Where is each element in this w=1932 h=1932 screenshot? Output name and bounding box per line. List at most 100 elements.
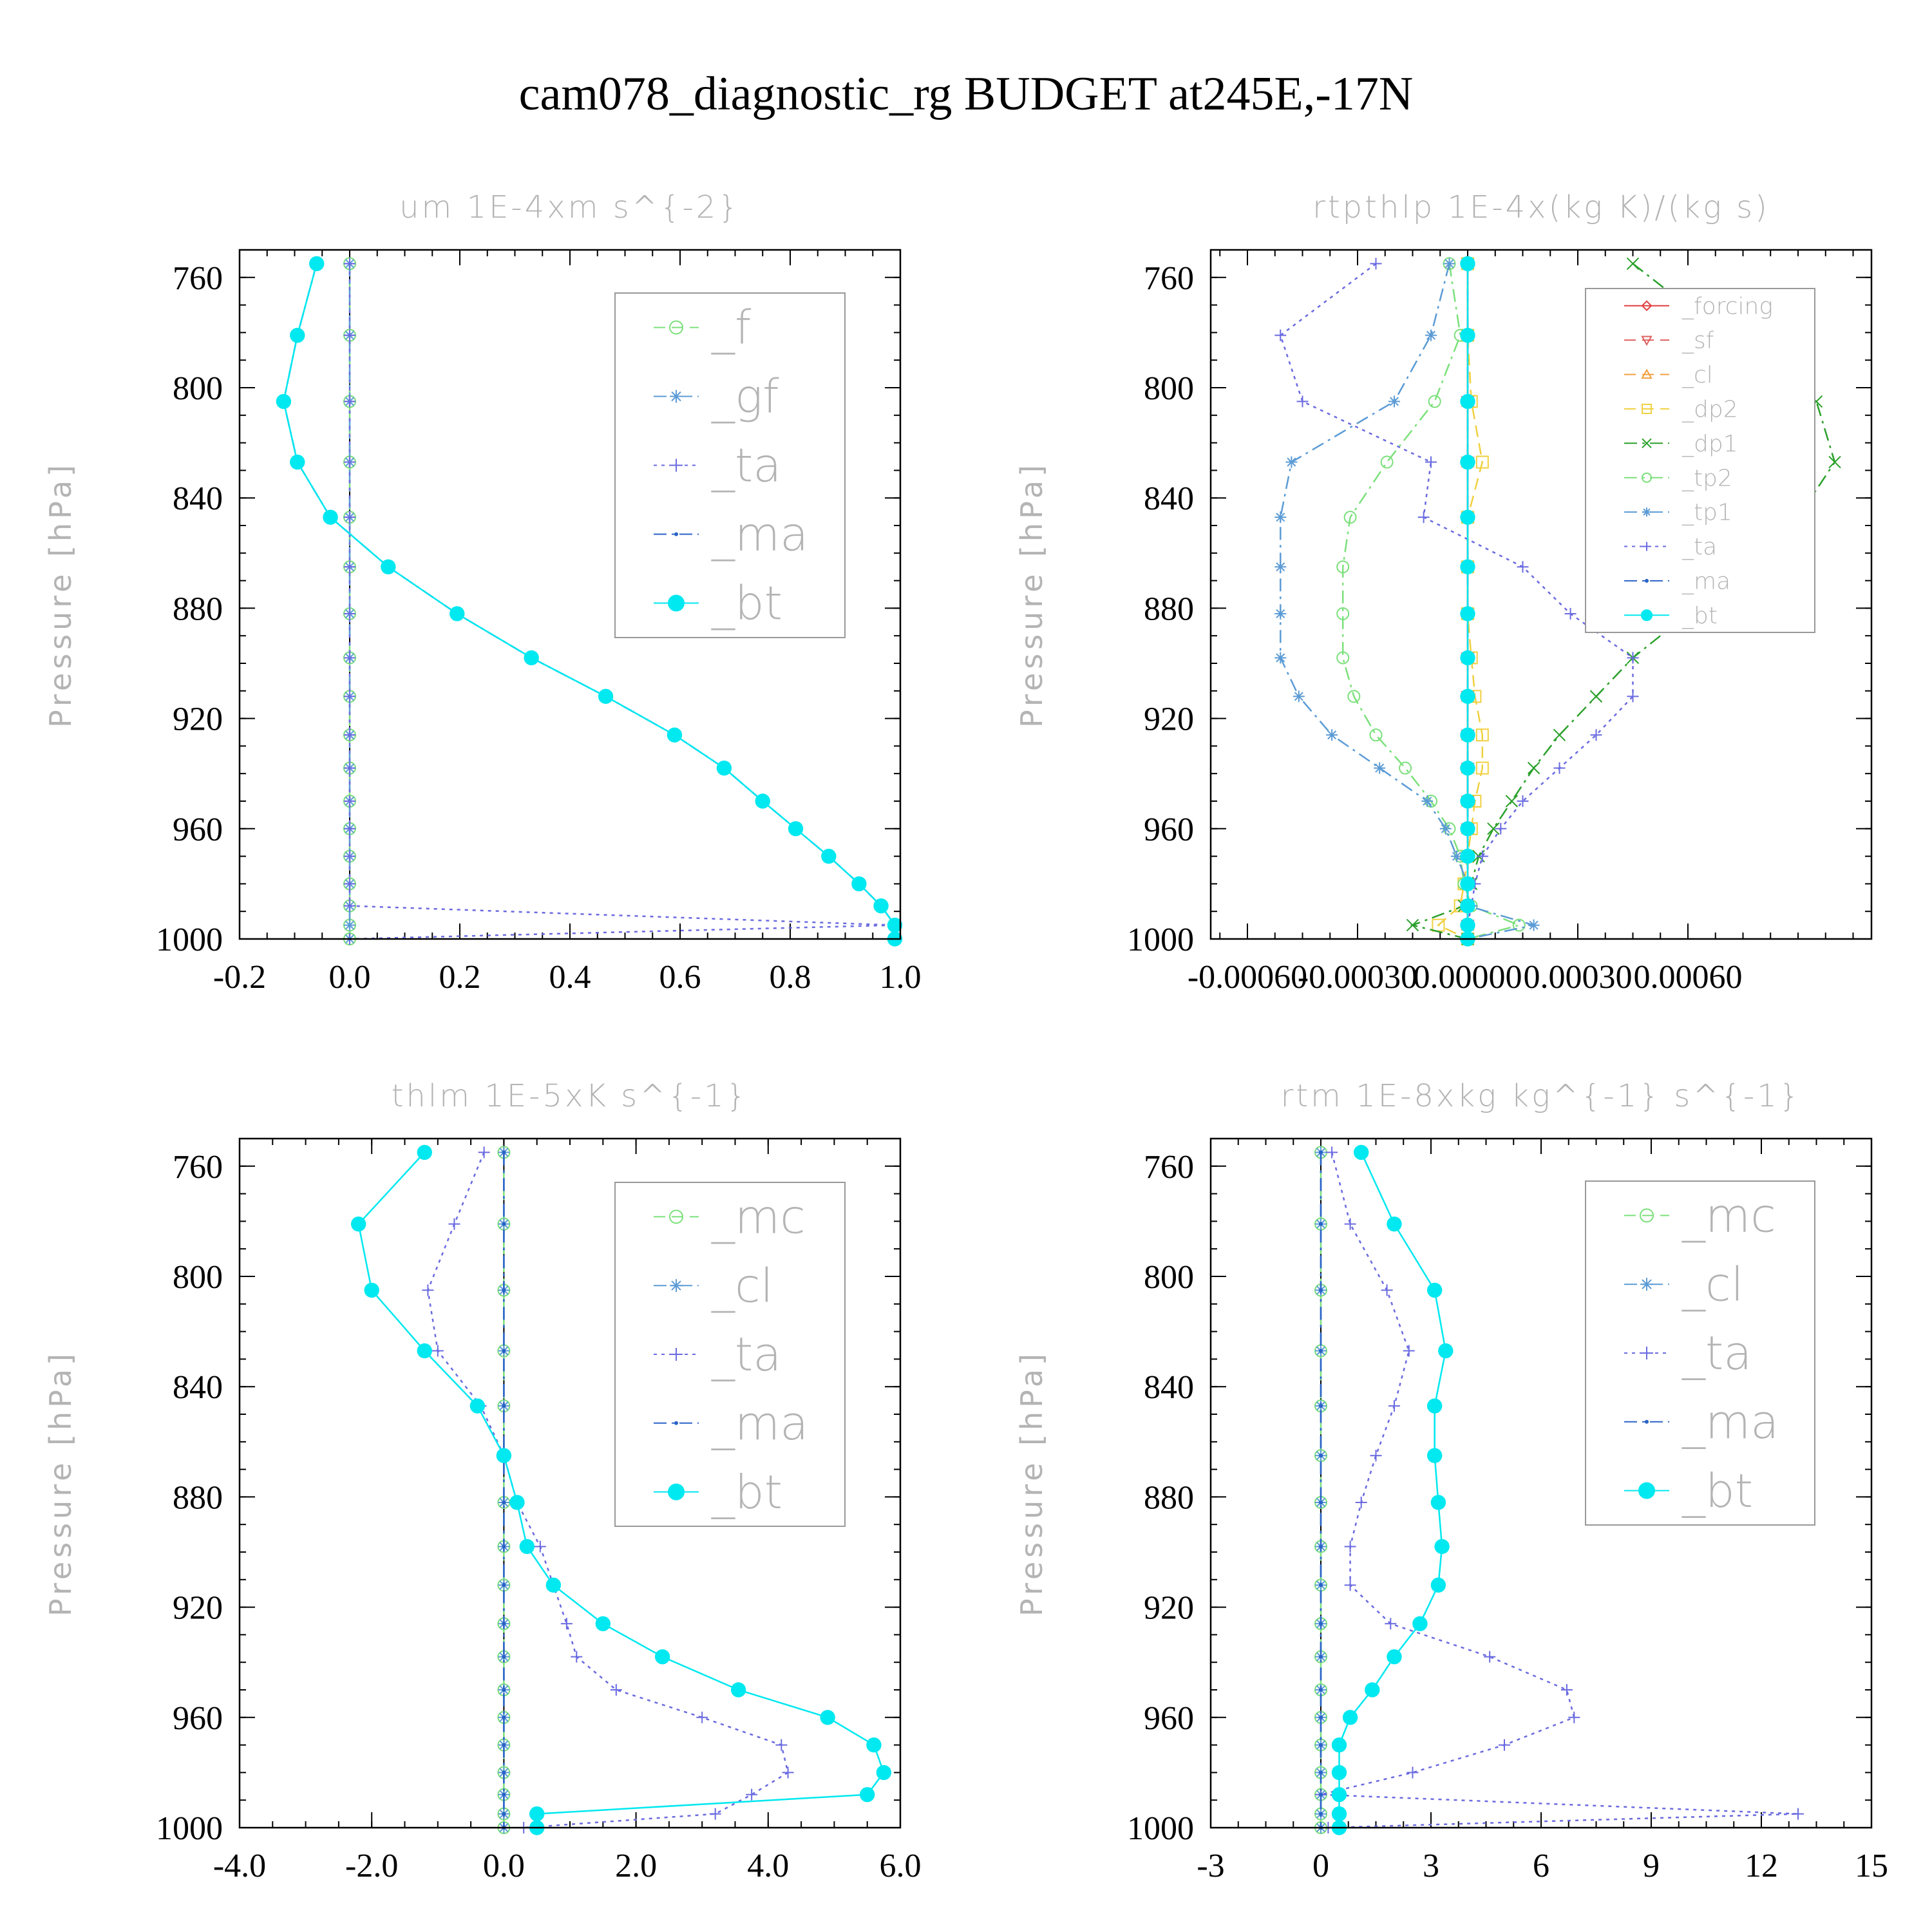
- data-point: [1319, 1583, 1323, 1587]
- legend-item: _bt: [1624, 603, 1718, 629]
- data-point: [709, 1808, 721, 1820]
- legend-label: _mc: [1681, 1189, 1776, 1243]
- data-point: [1460, 454, 1475, 470]
- data-point: [1347, 690, 1361, 703]
- series-line: [1338, 1151, 1447, 1828]
- data-point: [851, 876, 867, 892]
- data-point: [716, 760, 732, 776]
- x-tick-label: 1.0: [880, 959, 922, 996]
- series-line: [1279, 263, 1634, 939]
- x-tick-label: -4.0: [213, 1848, 266, 1884]
- y-tick-label: 880: [173, 1479, 223, 1516]
- legend-label: _ta: [711, 1327, 781, 1381]
- data-point: [1285, 456, 1298, 468]
- data-point: [1589, 690, 1603, 703]
- y-tick-label: 1000: [156, 922, 223, 958]
- data-point: [1626, 257, 1640, 270]
- data-point: [1460, 727, 1475, 743]
- data-point: [1460, 876, 1475, 892]
- plot-frame: [1209, 249, 1873, 940]
- legend-item: _mc: [1624, 1189, 1776, 1243]
- y-tick-label: 1000: [1127, 922, 1194, 958]
- data-point: [344, 900, 355, 912]
- x-tick-label: -0.00030: [1298, 959, 1417, 996]
- legend-label: _ma: [711, 1396, 808, 1450]
- series-dp2: [1432, 257, 1489, 945]
- data-point: [1427, 1448, 1443, 1463]
- data-point: [469, 1398, 486, 1414]
- data-point: [1274, 329, 1287, 341]
- x-tick-label: 3: [1423, 1848, 1439, 1884]
- data-point: [1319, 1743, 1323, 1747]
- x-tick-label: 0.0: [329, 959, 371, 996]
- data-point: [344, 690, 355, 703]
- data-point: [1568, 1711, 1580, 1723]
- data-point: [876, 1765, 892, 1781]
- data-point: [450, 606, 465, 621]
- x-tick-label: 0.0: [483, 1848, 525, 1884]
- data-point: [502, 1583, 506, 1587]
- legend-label: _ma: [711, 507, 808, 562]
- data-point: [1274, 561, 1287, 573]
- data-point: [1381, 1284, 1393, 1296]
- data-point: [524, 650, 539, 666]
- legend-item: _bt: [654, 1465, 782, 1519]
- data-point: [344, 511, 355, 524]
- data-point: [1380, 455, 1394, 469]
- data-point: [821, 848, 837, 864]
- data-point: [1319, 1688, 1323, 1692]
- y-tick-label: 800: [173, 1259, 223, 1296]
- data-point: [344, 456, 355, 468]
- legend: _mc _cl _ta _ma _bt: [1585, 1180, 1815, 1526]
- data-point: [1495, 822, 1507, 835]
- data-point: [775, 1739, 788, 1751]
- y-tick-label: 960: [1144, 811, 1194, 848]
- data-point: [1475, 761, 1489, 775]
- x-tick-label: 6: [1533, 1848, 1549, 1884]
- data-point: [1499, 1739, 1510, 1751]
- data-point: [1406, 918, 1419, 932]
- data-point: [344, 652, 355, 664]
- data-point: [1460, 559, 1475, 574]
- data-point: [1319, 1654, 1323, 1659]
- legend-item: _dp2: [1624, 397, 1738, 423]
- y-tick-label: 800: [173, 370, 223, 407]
- data-point: [1484, 1651, 1496, 1663]
- data-point: [502, 1622, 506, 1626]
- legend-label: _ta: [711, 439, 781, 493]
- x-tick-label: -3: [1197, 1848, 1224, 1884]
- y-axis-label: Pressure [hPa]: [43, 1350, 78, 1616]
- y-tick-label: 760: [1144, 1149, 1194, 1186]
- y-tick-label: 840: [173, 480, 223, 517]
- figure-title: cam078_diagnostic_rg BUDGET at245E,-17N: [519, 68, 1414, 120]
- data-point: [1475, 455, 1489, 469]
- data-point: [866, 1737, 882, 1753]
- data-point: [323, 509, 338, 525]
- plot-frame: [1209, 1137, 1873, 1829]
- data-point: [344, 795, 355, 807]
- data-point: [1553, 762, 1566, 774]
- data-point: [502, 1349, 506, 1353]
- data-point: [1355, 1496, 1367, 1508]
- legend-item: _ma: [1624, 1395, 1779, 1449]
- legend-label: _bt: [1681, 603, 1718, 629]
- data-point: [1438, 1343, 1454, 1359]
- legend-item: _gf: [654, 370, 779, 424]
- data-point: [1387, 1216, 1402, 1232]
- data-point: [1460, 650, 1475, 666]
- data-point: [417, 1144, 432, 1160]
- data-point: [1388, 395, 1400, 408]
- data-point: [595, 1616, 611, 1631]
- y-tick-label: 880: [1144, 1479, 1194, 1516]
- data-point: [1293, 690, 1305, 703]
- data-point: [1342, 1710, 1358, 1725]
- data-point: [1460, 821, 1475, 837]
- data-point: [1505, 795, 1519, 808]
- legend-label: _tp1: [1681, 500, 1732, 526]
- data-point: [1460, 606, 1475, 621]
- data-point: [1428, 395, 1441, 408]
- data-point: [1460, 760, 1475, 776]
- y-tick-label: 840: [1144, 1369, 1194, 1406]
- legend-item: _ta: [654, 439, 781, 493]
